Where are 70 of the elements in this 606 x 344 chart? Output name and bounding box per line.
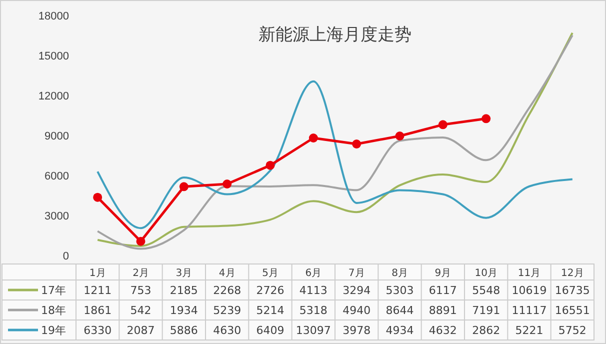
point [395,132,404,140]
data-label: 2862 [472,324,500,337]
data-label: 5886 [170,324,198,337]
data-label: 4630 [213,324,242,337]
y-tick-label: 15000 [38,50,69,63]
data-label: 6409 [256,324,284,337]
point [222,180,232,188]
data-label: 5239 [213,304,242,317]
legend-label: 19年 [41,324,66,337]
data-label: 1211 [84,284,112,297]
line-series [96,80,574,230]
y-tick-label: 12000 [38,90,69,103]
point [352,140,362,148]
data-label: 16551 [554,304,590,317]
x-tick-label: 9月 [434,268,452,279]
legend-label: 18年 [41,304,66,317]
data-label: 3978 [342,324,371,337]
data-label: 6330 [84,324,112,337]
x-tick-label: 10月 [474,268,498,279]
data-label: 11117 [512,304,547,317]
x-tick-label: 4月 [218,268,236,279]
point [179,182,188,192]
x-tick-label: 3月 [176,268,192,279]
x-tick-label: 8月 [392,268,408,279]
data-label: 1861 [84,304,112,317]
data-label: 13097 [296,324,331,337]
point [308,134,318,142]
data-label: 2726 [256,284,284,297]
data-label: 3294 [342,284,371,297]
data-label: 4940 [342,304,371,317]
text: 新能源上海月度走势 [258,25,412,45]
y-tick-label: 9000 [44,130,69,143]
data-label: 542 [130,304,152,317]
legend-label: 17年 [41,284,66,297]
x-tick-label: 7月 [348,268,365,279]
y-tick-label: 6000 [44,170,69,183]
point [266,160,275,170]
point [438,120,448,130]
data-label: 5548 [472,284,500,297]
data-label: 1934 [170,304,198,317]
data-label: 753 [130,284,152,297]
x-tick-label: 12月 [561,268,584,279]
data-label: 10619 [512,284,547,297]
data-label: 5318 [299,304,328,317]
point [93,192,102,202]
x-tick-label: 5月 [262,268,278,279]
y-tick-label: 3000 [44,210,69,223]
point [136,236,146,246]
x-tick-label: 6月 [305,268,322,279]
data-label: 5221 [515,324,544,337]
data-label: 4632 [428,324,457,337]
data-label: 8891 [428,304,457,317]
data-label: 2268 [213,284,242,297]
data-label: 4934 [386,324,414,337]
y-tick-label: 0 [62,250,69,263]
data-label: 7191 [472,304,500,317]
data-label: 5303 [386,284,414,297]
x-tick-label: 11月 [518,268,541,279]
data-label: 2087 [126,324,155,337]
data-label: 5214 [256,304,284,317]
x-tick-label: 2月 [132,268,149,279]
data-label: 5752 [558,324,586,337]
y-tick-label: 18000 [38,10,69,23]
x-tick-label: 1月 [89,268,106,279]
data-label: 4113 [299,284,328,297]
point [482,114,491,124]
data-label: 8644 [386,304,414,317]
data-label: 2185 [170,284,198,297]
data-label: 16735 [554,284,590,297]
data-label: 6117 [428,284,457,297]
